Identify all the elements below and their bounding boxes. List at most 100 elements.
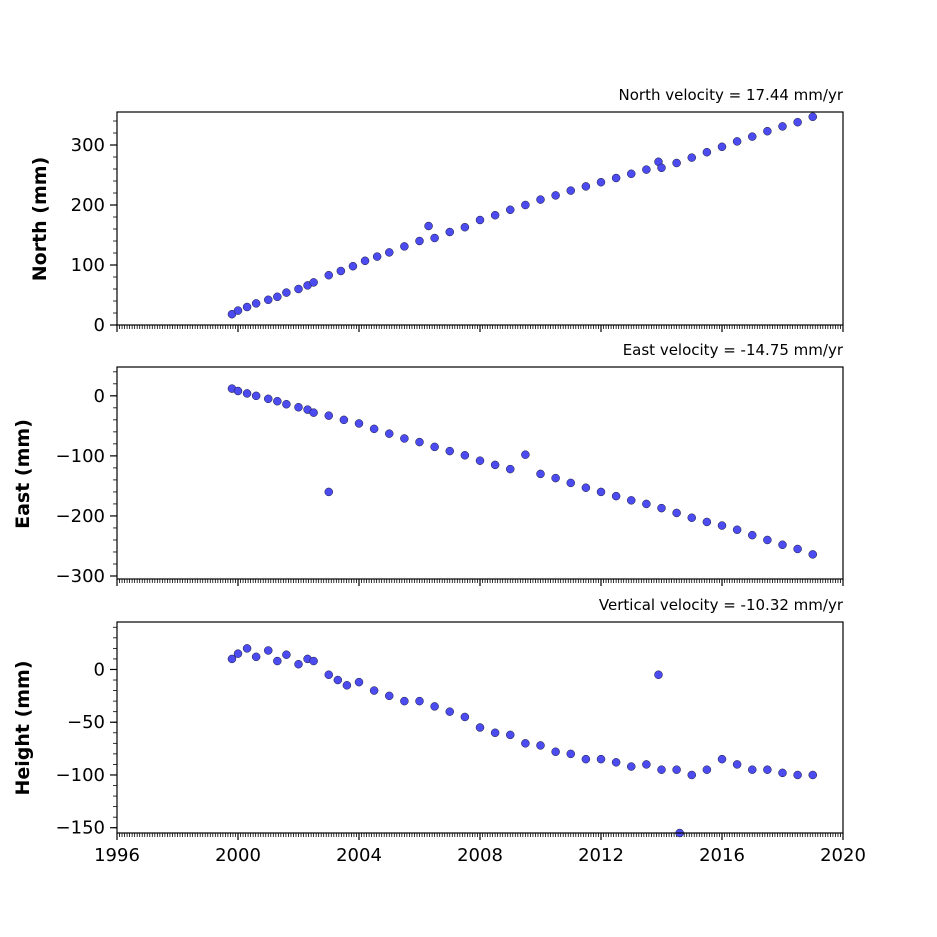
data-point bbox=[251, 391, 261, 401]
height-data-points bbox=[227, 644, 817, 838]
data-point bbox=[400, 242, 409, 251]
data-point bbox=[566, 186, 575, 195]
data-point bbox=[251, 652, 261, 662]
data-point bbox=[490, 728, 500, 738]
height-axis-label: Height (mm) bbox=[12, 660, 34, 795]
east-data-points bbox=[227, 384, 817, 559]
data-point bbox=[242, 302, 252, 312]
data-point bbox=[233, 649, 243, 658]
data-point bbox=[596, 177, 606, 187]
data-point bbox=[672, 765, 681, 774]
data-point bbox=[551, 747, 560, 757]
x-tick-label: 2008 bbox=[457, 845, 503, 866]
data-point bbox=[333, 675, 343, 685]
data-point bbox=[654, 670, 663, 679]
x-tick-label: 2012 bbox=[578, 845, 624, 866]
data-point bbox=[430, 233, 439, 243]
y-tick-label: 0 bbox=[94, 315, 105, 336]
data-point bbox=[324, 411, 333, 420]
data-point bbox=[490, 210, 500, 220]
data-point bbox=[687, 770, 696, 780]
data-point bbox=[227, 654, 237, 664]
vertical-velocity-label: Vertical velocity = -10.32 mm/yr bbox=[599, 596, 844, 614]
x-tick-label: 2016 bbox=[699, 845, 745, 866]
data-point bbox=[627, 762, 636, 771]
data-point bbox=[294, 659, 303, 669]
data-point bbox=[294, 284, 303, 294]
data-point bbox=[339, 415, 349, 425]
data-point bbox=[536, 469, 545, 479]
data-point bbox=[324, 670, 333, 679]
data-point bbox=[460, 222, 470, 232]
data-point bbox=[506, 205, 515, 215]
east-plot-frame bbox=[116, 366, 844, 580]
east-axis-label: East (mm) bbox=[12, 419, 34, 529]
data-point bbox=[506, 730, 515, 740]
data-point bbox=[687, 153, 696, 162]
data-point bbox=[657, 503, 666, 513]
data-point bbox=[360, 256, 370, 266]
data-point bbox=[763, 535, 772, 545]
data-point bbox=[309, 408, 318, 417]
data-point bbox=[233, 306, 243, 315]
data-point bbox=[475, 215, 485, 225]
data-point bbox=[430, 702, 439, 711]
data-point bbox=[642, 499, 651, 509]
data-point bbox=[551, 473, 560, 483]
data-point bbox=[372, 252, 382, 261]
data-point bbox=[702, 147, 712, 157]
y-tick-label: −200 bbox=[56, 506, 105, 527]
data-point bbox=[672, 508, 681, 518]
data-point bbox=[445, 227, 454, 237]
data-point bbox=[521, 200, 530, 210]
data-point bbox=[566, 478, 575, 488]
data-point bbox=[611, 173, 621, 183]
data-point bbox=[309, 278, 318, 287]
data-point bbox=[732, 760, 742, 769]
north-axis-label: North (mm) bbox=[29, 157, 51, 282]
data-point bbox=[627, 496, 636, 505]
y-tick-label: −50 bbox=[67, 712, 105, 733]
data-point bbox=[415, 437, 424, 447]
height-panel: Vertical velocity = -10.32 mm/yr Height … bbox=[12, 596, 866, 866]
data-point bbox=[793, 117, 802, 127]
y-tick-label: −100 bbox=[56, 765, 105, 786]
data-point bbox=[748, 132, 757, 141]
data-point bbox=[309, 656, 318, 666]
data-point bbox=[475, 456, 485, 465]
data-point bbox=[642, 760, 651, 769]
y-tick-label: −100 bbox=[56, 446, 105, 467]
data-point bbox=[642, 165, 651, 174]
y-tick-label: 100 bbox=[71, 255, 105, 276]
height-plot-frame bbox=[116, 621, 844, 834]
y-tick-label: 0 bbox=[94, 386, 105, 407]
data-point bbox=[566, 749, 575, 759]
data-point bbox=[369, 424, 379, 434]
data-point bbox=[551, 191, 560, 200]
data-point bbox=[778, 540, 787, 550]
data-point bbox=[385, 429, 394, 438]
data-point bbox=[354, 419, 364, 428]
data-point bbox=[460, 451, 470, 460]
y-tick-label: 200 bbox=[71, 195, 105, 216]
data-point bbox=[264, 394, 273, 404]
data-point bbox=[581, 483, 591, 492]
data-point bbox=[445, 707, 454, 716]
x-tick-label: 2000 bbox=[215, 845, 261, 866]
data-point bbox=[242, 644, 252, 653]
data-point bbox=[536, 195, 545, 204]
data-point bbox=[490, 460, 500, 470]
data-point bbox=[717, 754, 727, 764]
data-point bbox=[264, 646, 273, 655]
data-point bbox=[717, 142, 727, 152]
data-point bbox=[748, 765, 757, 774]
data-point bbox=[778, 768, 787, 778]
data-point bbox=[808, 550, 817, 559]
data-point bbox=[336, 266, 346, 276]
y-tick-label: 0 bbox=[94, 659, 105, 680]
data-point bbox=[506, 464, 515, 474]
data-point bbox=[596, 487, 606, 497]
data-point bbox=[536, 741, 545, 750]
east-velocity-label: East velocity = -14.75 mm/yr bbox=[623, 341, 844, 359]
